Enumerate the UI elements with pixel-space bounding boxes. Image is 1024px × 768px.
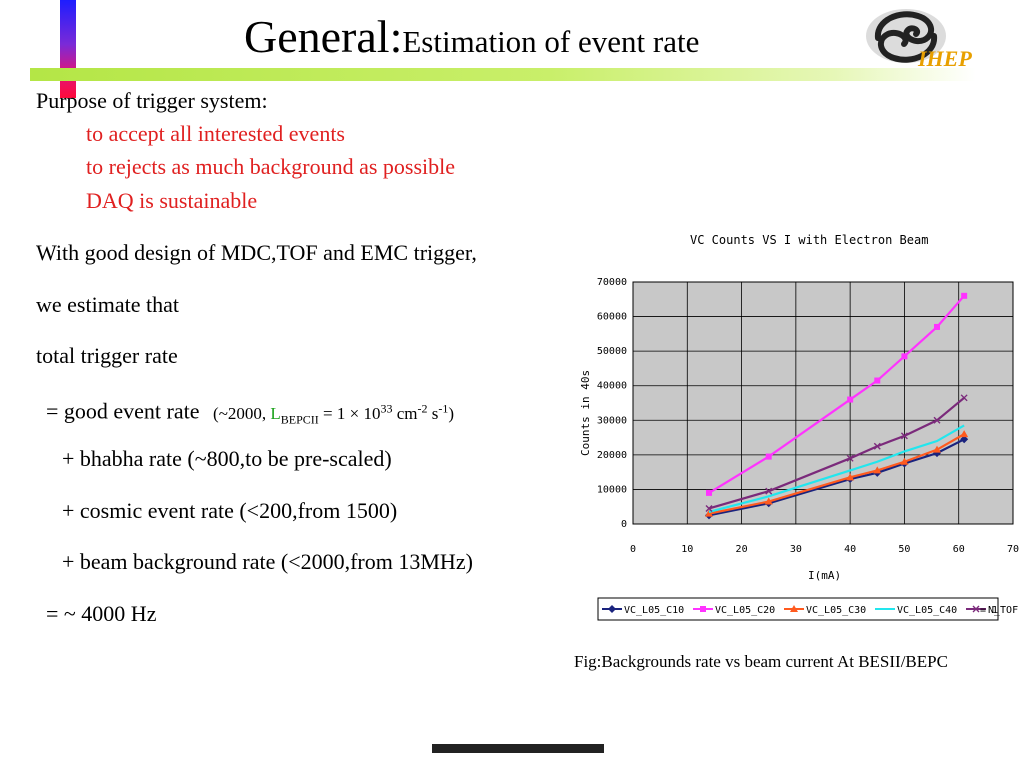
beam-background-line: + beam background rate (<2000,from 13MHz… xyxy=(62,549,473,574)
good-event-note-open: (~2000, xyxy=(213,403,267,423)
data-point xyxy=(900,457,909,465)
side-color-bar xyxy=(60,0,76,98)
x-tick-label: 20 xyxy=(736,544,748,555)
data-point xyxy=(706,489,712,496)
data-point xyxy=(873,466,882,474)
legend-extra: = 1 xyxy=(980,605,998,616)
y-tick-labels: 0 10000 20000 30000 40000 50000 60000 70000 xyxy=(597,277,627,530)
data-point xyxy=(933,445,941,453)
luminosity-symbol: L xyxy=(270,403,281,423)
title-main: General: xyxy=(244,11,403,62)
y-tick-label: 60000 xyxy=(597,312,627,323)
data-point xyxy=(846,454,854,462)
data-point xyxy=(972,605,980,613)
data-point xyxy=(874,377,881,384)
total-line: total trigger rate xyxy=(36,343,178,368)
data-point xyxy=(960,394,968,402)
logo-text: IHEP xyxy=(917,46,972,70)
page-title: General:Estimation of event rate xyxy=(244,10,699,63)
data-series xyxy=(705,292,969,520)
result-line: = ~ 4000 Hz xyxy=(46,601,157,626)
plot-area xyxy=(632,281,1014,525)
good-event-prefix: = good event rate xyxy=(46,398,200,424)
bottom-decor-bar xyxy=(432,744,604,753)
purpose-heading: Purpose of trigger system: xyxy=(36,88,268,113)
unit-s: s xyxy=(431,403,439,423)
legend-entry: VC_L05_C20 xyxy=(715,605,775,616)
y-tick-label: 10000 xyxy=(597,484,627,495)
y-tick-label: 0 xyxy=(621,519,627,530)
title-underline xyxy=(30,68,976,81)
data-point xyxy=(960,435,969,444)
data-point xyxy=(790,605,798,612)
design-line: With good design of MDC,TOF and EMC trig… xyxy=(36,240,477,265)
data-point xyxy=(608,605,616,613)
x-tick-label: 40 xyxy=(844,544,856,555)
y-tick-label: 50000 xyxy=(597,346,627,357)
data-point xyxy=(846,473,855,481)
y-axis-label: Counts in 40s xyxy=(579,370,592,456)
data-point xyxy=(961,292,968,299)
data-point xyxy=(700,606,706,612)
legend-entry: VC_L05_C40 xyxy=(897,605,957,616)
luminosity-equals: = 1 × 10 xyxy=(323,403,381,423)
purpose-item-2: to rejects as much background as possibl… xyxy=(86,154,456,179)
luminosity-exponent: 33 xyxy=(380,401,393,415)
legend: VC_L05_C10 VC_L05_C20 VC_L05_C30 VC_L05_C40… xyxy=(602,605,1018,616)
legend-entry: VC_L05_C30 xyxy=(806,605,866,616)
purpose-item-3: DAQ is sustainable xyxy=(86,188,258,213)
legend-entry: N_TOF xyxy=(988,605,1018,616)
grid-lines xyxy=(633,282,1013,524)
unit-cm-exponent: -2 xyxy=(417,401,428,415)
ihep-logo: IHEP xyxy=(866,9,972,70)
y-tick-label: 30000 xyxy=(597,415,627,426)
title-sub: Estimation of event rate xyxy=(402,24,700,59)
bhabha-line: + bhabha rate (~800,to be pre-scaled) xyxy=(62,446,392,471)
data-point xyxy=(960,430,969,438)
chart-title: VC Counts VS I with Electron Beam xyxy=(690,233,928,247)
x-tick-label: 10 xyxy=(681,544,693,555)
y-tick-label: 70000 xyxy=(597,277,627,288)
x-tick-label: 30 xyxy=(790,544,802,555)
cosmic-line: + cosmic event rate (<200,from 1500) xyxy=(62,498,398,523)
series-line xyxy=(708,424,965,513)
estimate-line: we estimate that xyxy=(36,292,179,317)
data-point xyxy=(901,353,908,360)
good-event-note-close: ) xyxy=(448,403,455,423)
data-point xyxy=(705,509,713,517)
x-tick-label: 0 xyxy=(630,544,636,555)
background-rate-chart: VC Counts VS I with Electron Beam 0 10000… xyxy=(579,233,1019,621)
unit-s-exponent: -1 xyxy=(438,401,449,415)
unit-cm: cm xyxy=(396,403,418,423)
data-point xyxy=(764,497,773,505)
x-tick-labels: 0 10 20 30 40 50 60 70 xyxy=(630,544,1019,555)
data-point xyxy=(847,396,854,403)
data-point xyxy=(765,453,772,460)
legend-entry: VC_L05_C10 xyxy=(624,605,684,616)
data-point xyxy=(933,416,941,424)
data-point xyxy=(934,323,940,330)
figure-caption: Fig:Backgrounds rate vs beam current At … xyxy=(574,652,948,671)
x-axis-label: I(mA) xyxy=(808,569,841,582)
x-tick-label: 60 xyxy=(953,544,965,555)
good-event-line: = good event rate (~2000, LBEPCII = 1 × … xyxy=(46,395,454,432)
data-point xyxy=(900,432,908,440)
y-tick-label: 40000 xyxy=(597,381,627,392)
data-point xyxy=(705,504,713,512)
data-point xyxy=(765,487,773,495)
data-point xyxy=(873,442,881,450)
y-tick-label: 20000 xyxy=(597,450,627,461)
x-tick-label: 70 xyxy=(1007,544,1019,555)
purpose-item-1: to accept all interested events xyxy=(86,121,345,146)
x-tick-label: 50 xyxy=(898,544,910,555)
luminosity-subscript: BEPCII xyxy=(280,412,319,427)
